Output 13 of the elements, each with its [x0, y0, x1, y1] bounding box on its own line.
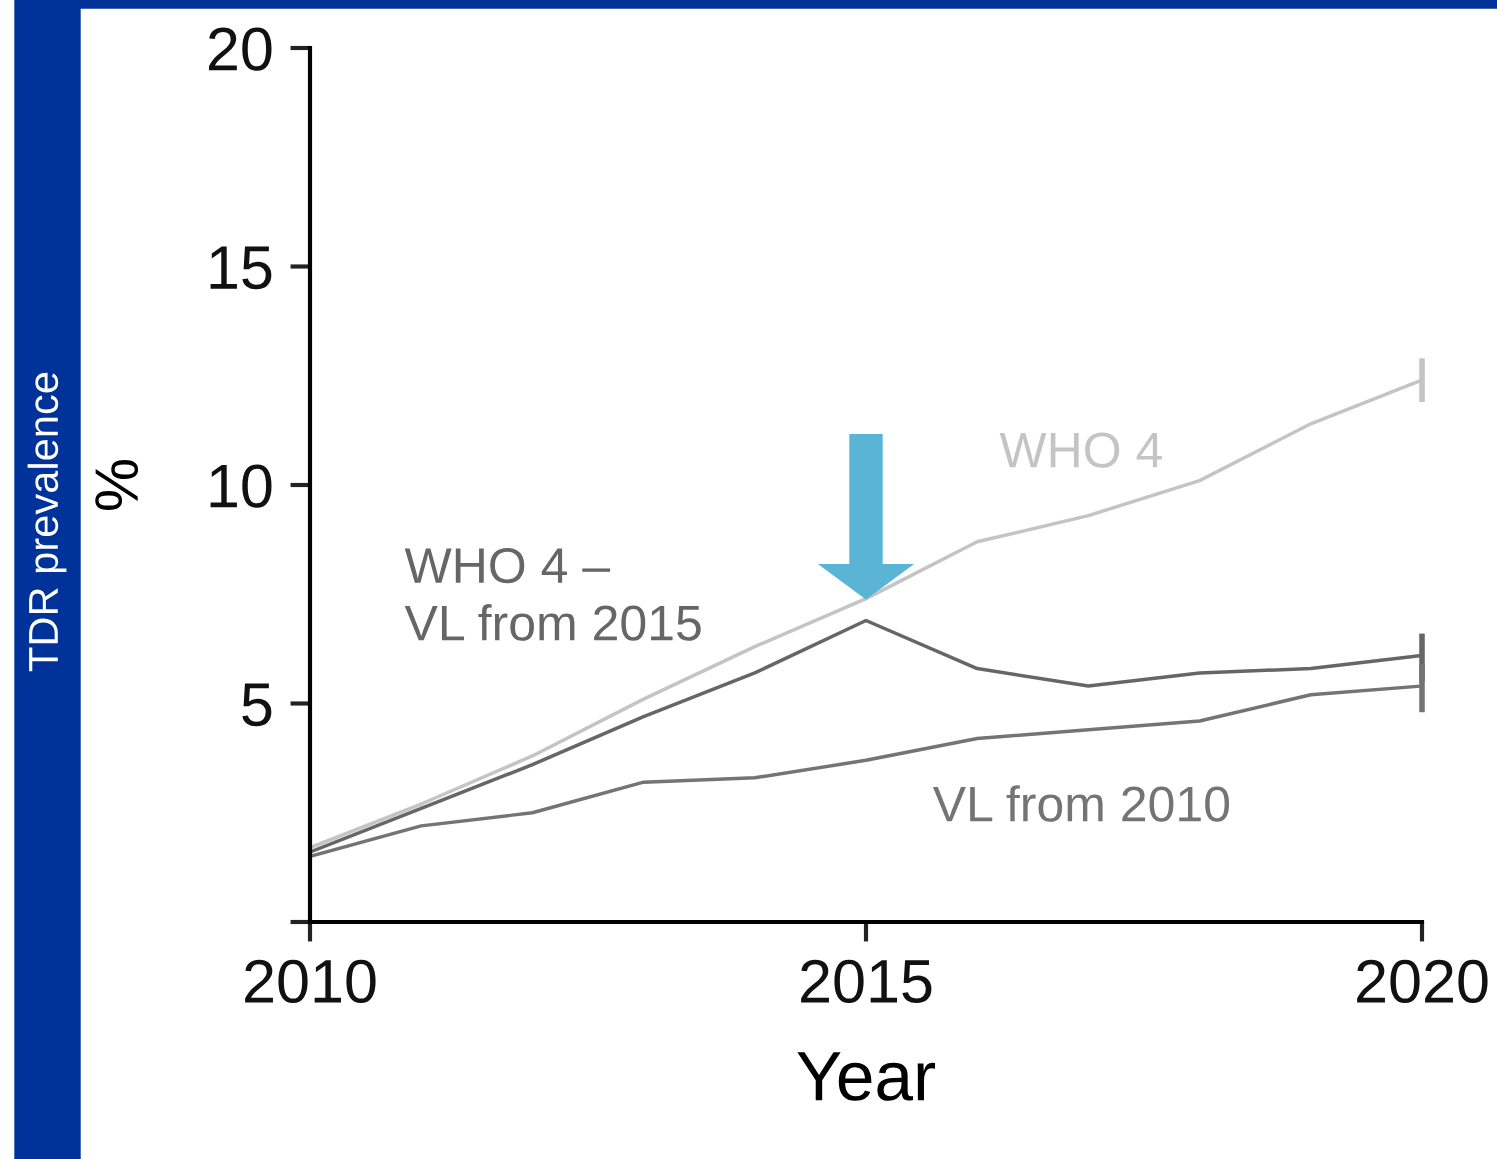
- x-tick-label: 2010: [245, 959, 376, 1003]
- series-label: VL from 2010: [932, 785, 1230, 822]
- text: TDR prevalence: [27, 372, 67, 672]
- y-axis-title: %: [95, 460, 139, 510]
- x-tick-label: 2020: [1357, 959, 1488, 1003]
- series-label: WHO 4 – VL from 2015: [404, 547, 701, 641]
- x-axis-title: Year: [797, 1052, 936, 1101]
- y-tick-label: 20: [209, 27, 272, 71]
- series-label: WHO 4: [999, 432, 1162, 468]
- x-tick-label: 2015: [801, 959, 932, 1003]
- y-tick-label: 5: [242, 683, 272, 727]
- y-tick-label: 15: [210, 246, 272, 290]
- y-tick-label: 10: [210, 464, 272, 508]
